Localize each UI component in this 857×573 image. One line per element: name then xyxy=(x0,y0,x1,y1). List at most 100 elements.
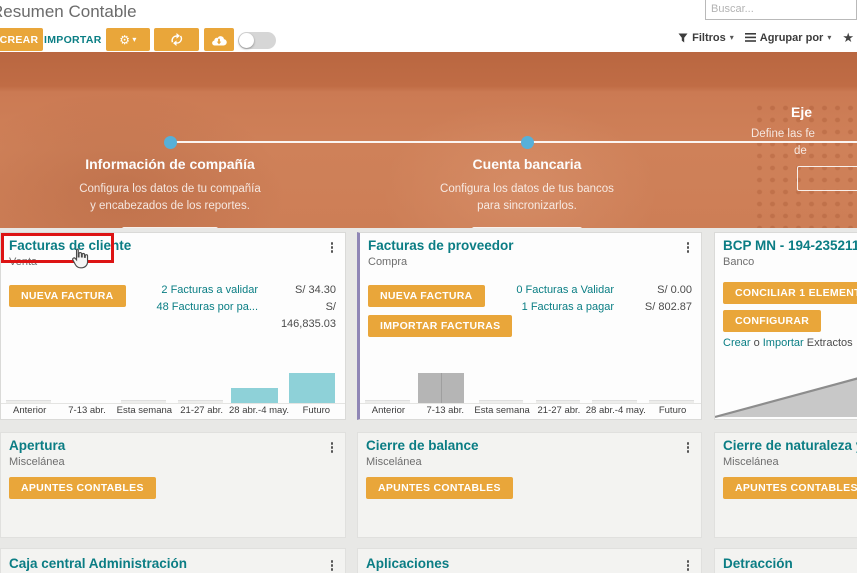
bills-mini-bar-chart: Anterior 7-13 abr. Esta semana 21-27 abr. 28… xyxy=(360,367,701,419)
invoices-to-pay-link[interactable]: 48 Facturas por pa... xyxy=(156,301,259,314)
import-invoices-button[interactable]: IMPORTAR FACTURAS xyxy=(368,315,513,337)
balance-trend-area-chart xyxy=(715,377,857,419)
banner-texture xyxy=(0,82,300,228)
configure-button[interactable]: CONFIGURAR xyxy=(723,310,822,332)
link-separator: o xyxy=(750,337,763,349)
search-input[interactable] xyxy=(705,0,857,20)
invoices-to-validate-link[interactable]: 0 Facturas a Validar xyxy=(516,284,614,296)
kebab-menu-icon[interactable] xyxy=(685,440,692,455)
card-apertura: Apertura Miscelánea APUNTES CONTABLES xyxy=(0,432,346,538)
invoices-to-pay-link[interactable]: 1 Facturas a pagar xyxy=(521,301,614,314)
reconcile-items-button[interactable]: CONCILIAR 1 ELEMENTOS xyxy=(723,282,857,304)
step-title: Cuenta bancaria xyxy=(472,156,582,172)
invoices-to-validate-link[interactable]: 2 Facturas a validar xyxy=(161,284,258,296)
amount-value: S/ 0.00 xyxy=(657,284,692,296)
banner-dot-texture xyxy=(753,102,857,228)
invoices-mini-bar-chart: Anterior 7-13 abr. Esta semana 21-27 abr. 28… xyxy=(1,367,345,419)
new-invoice-button[interactable]: NUEVA FACTURA xyxy=(368,285,485,307)
card-title-caja-central[interactable]: Caja central Administración xyxy=(9,556,188,571)
card-facturas-cliente: Facturas de cliente Venta NUEVA FACTURA … xyxy=(0,232,346,420)
lets-start-button[interactable]: ¡Empecemos! xyxy=(121,227,219,228)
card-detraccion: Detracción xyxy=(714,548,857,573)
card-title-cierre-naturaleza[interactable]: Cierre de naturaleza y fun xyxy=(723,438,857,453)
annotation-highlight-box xyxy=(1,233,114,263)
chart-x-label: 28 abr.-4 may. xyxy=(228,405,290,416)
filters-menu[interactable]: Filtros ▾ xyxy=(678,32,734,44)
chart-x-label: Esta semana xyxy=(474,405,530,416)
journal-entries-button[interactable]: APUNTES CONTABLES xyxy=(9,477,156,499)
card-title-aplicaciones[interactable]: Aplicaciones xyxy=(366,556,450,571)
card-aplicaciones: Aplicaciones xyxy=(357,548,702,573)
statements-links: Crear o Importar Extractos xyxy=(723,337,853,349)
top-toolbar: Resumen Contable CREAR IMPORTAR ⚙▾ Filtr… xyxy=(0,0,857,52)
chart-x-label: 28 abr.-4 may. xyxy=(585,405,646,416)
cloud-download-button[interactable] xyxy=(204,28,234,51)
chevron-down-icon: ▾ xyxy=(729,33,734,42)
chart-x-label: Futuro xyxy=(658,405,687,416)
dashboard-toggle[interactable] xyxy=(238,32,276,49)
step-desc: para sincronizarlos. xyxy=(477,199,577,212)
kebab-menu-icon[interactable] xyxy=(685,240,692,255)
chart-x-label: Esta semana xyxy=(116,405,173,416)
create-button[interactable]: CREAR xyxy=(0,28,43,51)
card-stats: 2 Facturas a validar 48 Facturas por pa.… xyxy=(157,282,337,333)
chart-x-label: 7-13 abr. xyxy=(68,405,106,416)
kebab-menu-icon[interactable] xyxy=(329,440,336,455)
amount-value: S/ 146,835.03 xyxy=(280,301,336,331)
kebab-menu-icon[interactable] xyxy=(329,240,336,255)
refresh-icon xyxy=(171,33,183,46)
step-desc: Configura los datos de tu compañía xyxy=(79,183,261,195)
chart-bar xyxy=(417,373,464,403)
journal-entries-button[interactable]: APUNTES CONTABLES xyxy=(366,477,513,499)
card-subtitle: Miscelánea xyxy=(366,456,422,468)
step-dot-company xyxy=(164,136,177,149)
journal-entries-button[interactable]: APUNTES CONTABLES xyxy=(723,477,857,499)
step-desc: Configura los datos de tus bancos xyxy=(440,183,614,195)
card-title-apertura[interactable]: Apertura xyxy=(9,438,66,453)
toggle-knob xyxy=(239,33,254,48)
create-statement-link[interactable]: Crear xyxy=(723,337,751,349)
onboarding-banner: Información de compañía Configura los da… xyxy=(0,52,857,228)
card-cierre-naturaleza: Cierre de naturaleza y fun Miscelánea AP… xyxy=(714,432,857,538)
card-subtitle: Compra xyxy=(368,256,408,268)
chart-x-label: 7-13 abr. xyxy=(426,405,465,416)
link-suffix: Extractos xyxy=(803,337,853,349)
chart-bar xyxy=(231,388,278,403)
import-statement-link[interactable]: Importar xyxy=(762,337,804,349)
chevron-down-icon: ▾ xyxy=(827,33,832,42)
onboarding-step-company: Información de compañía Configura los da… xyxy=(40,156,300,228)
import-button[interactable]: IMPORTAR xyxy=(44,28,102,51)
step-dot-bank xyxy=(521,136,534,149)
favorites-star-icon[interactable]: ★ xyxy=(842,30,854,45)
kebab-menu-icon[interactable] xyxy=(329,558,336,573)
refresh-button[interactable] xyxy=(154,28,199,51)
card-title-detraccion[interactable]: Detracción xyxy=(723,556,793,571)
settings-gear-button[interactable]: ⚙ ▾ xyxy=(106,28,150,51)
onboarding-step-fiscal-title-fragment: Eje xyxy=(791,104,813,120)
onboarding-step3-button-fragment[interactable] xyxy=(797,166,857,191)
chart-bar xyxy=(288,373,335,403)
kebab-menu-icon[interactable] xyxy=(685,558,692,573)
step-title: Información de compañía xyxy=(85,156,255,172)
card-title-cierre-balance[interactable]: Cierre de balance xyxy=(366,438,479,453)
add-bank-button[interactable]: Añadir un banco xyxy=(471,227,583,228)
card-title-facturas-cliente[interactable]: Facturas de cliente xyxy=(9,238,132,253)
hand-cursor-icon xyxy=(72,248,89,269)
amount-value: S/ 802.87 xyxy=(644,301,692,314)
onboarding-step-bank: Cuenta bancaria Configura los datos de t… xyxy=(397,156,657,228)
chart-x-label: Anterior xyxy=(371,405,406,416)
card-title-bank-account[interactable]: BCP MN - 194-2352112-0 xyxy=(723,238,857,253)
step-desc: y encabezados de los reportes. xyxy=(90,199,250,212)
chart-x-label: Anterior xyxy=(13,405,47,416)
filter-funnel-icon xyxy=(678,33,688,42)
group-by-menu[interactable]: Agrupar por ▾ xyxy=(744,32,832,44)
onboarding-progress-line xyxy=(170,141,857,143)
amount-value: S/ 34.30 xyxy=(295,284,336,296)
banner-texture xyxy=(370,92,670,228)
card-title-facturas-proveedor[interactable]: Facturas de proveedor xyxy=(368,238,514,253)
card-stats: 0 Facturas a Validar 1 Facturas a pagar … xyxy=(516,282,692,316)
gear-icon: ⚙ xyxy=(119,32,131,47)
new-invoice-button[interactable]: NUEVA FACTURA xyxy=(9,285,126,307)
chart-x-label: 21-27 abr. xyxy=(537,405,581,416)
